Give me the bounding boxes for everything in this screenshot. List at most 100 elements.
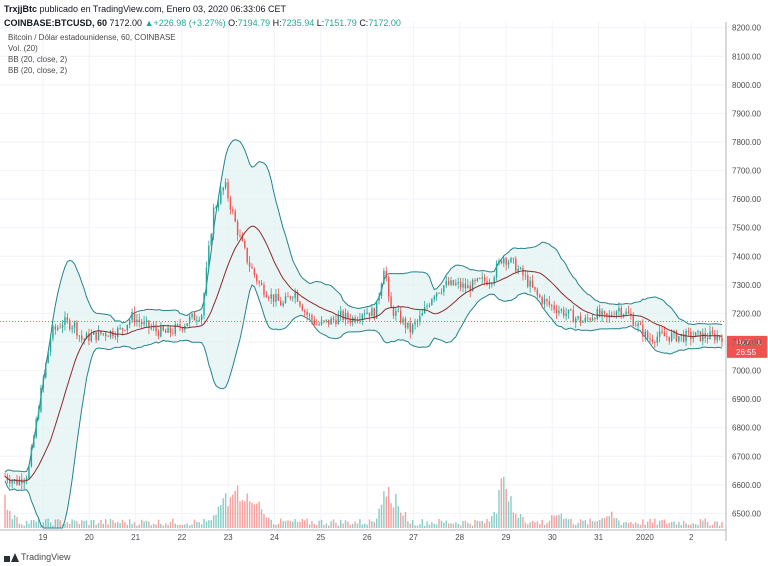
candle-body xyxy=(186,323,188,326)
candle-body xyxy=(191,313,193,317)
publisher-name[interactable]: TrxjjBtc xyxy=(4,4,38,14)
candle-body xyxy=(543,299,546,304)
candle-body xyxy=(402,318,404,323)
volume-bar xyxy=(682,521,685,528)
candle-body xyxy=(435,292,438,297)
volume-bar xyxy=(308,524,311,528)
candle-body xyxy=(289,296,292,299)
volume-bar xyxy=(680,525,682,528)
candle-body xyxy=(69,320,71,330)
candle-body xyxy=(340,310,342,316)
candle-body xyxy=(265,294,268,298)
candle-body xyxy=(140,321,143,325)
volume-bar xyxy=(462,520,464,528)
candle-body xyxy=(81,335,83,340)
candle-body xyxy=(275,294,277,302)
volume-bar xyxy=(181,524,184,528)
volume-bar xyxy=(85,520,88,528)
candle-body xyxy=(555,309,558,314)
volume-bar xyxy=(690,524,692,528)
series-title[interactable]: Bitcoin / Dólar estadounidense, 60, COIN… xyxy=(8,33,176,42)
time-tick-label: 28 xyxy=(455,533,464,542)
candle-body xyxy=(88,333,90,342)
volume-bar xyxy=(668,523,670,528)
candle-body xyxy=(572,310,575,323)
volume-bar xyxy=(687,524,690,528)
candle-body xyxy=(718,335,721,338)
volume-bar xyxy=(483,523,486,528)
candle-body xyxy=(224,182,227,188)
volume-bar xyxy=(591,521,594,528)
candle-body xyxy=(697,331,699,333)
candle-body xyxy=(236,221,239,236)
volume-bar xyxy=(45,519,47,528)
candle-body xyxy=(160,326,162,337)
candle-body xyxy=(476,278,479,281)
candle-body xyxy=(536,289,539,296)
volume-bar xyxy=(21,524,23,528)
candle-body xyxy=(481,277,483,279)
candle-body xyxy=(397,310,399,312)
volume-bar xyxy=(150,525,152,528)
candle-body xyxy=(294,291,296,298)
volume-bar xyxy=(435,524,438,528)
volume-bar xyxy=(646,521,649,528)
volume-bar xyxy=(531,520,534,528)
volume-bar xyxy=(152,523,155,528)
candle-body xyxy=(711,331,714,334)
volume-bar xyxy=(37,518,40,528)
candle-body xyxy=(637,323,639,326)
candle-body xyxy=(83,338,85,340)
time-tick-label: 25 xyxy=(316,533,325,542)
candle-body xyxy=(93,331,95,335)
bb-indicator-label-2[interactable]: BB (20, close, 2) xyxy=(8,66,68,75)
volume-bar xyxy=(515,513,517,528)
volume-bar xyxy=(306,518,308,528)
footer-brand[interactable]: TradingView xyxy=(4,552,71,562)
candle-body xyxy=(179,324,181,328)
volume-bar xyxy=(524,522,527,528)
volume-bar xyxy=(575,524,577,528)
volume-bar xyxy=(248,501,251,528)
candle-body xyxy=(440,292,443,293)
volume-bar xyxy=(622,522,625,528)
volume-bar xyxy=(558,514,560,528)
volume-bar xyxy=(474,519,476,528)
volume-bar xyxy=(392,507,395,528)
candle-body xyxy=(35,418,37,437)
candle-body xyxy=(102,333,105,335)
candle-body xyxy=(491,283,493,285)
volume-bar xyxy=(332,519,335,528)
volume-bar xyxy=(33,519,35,528)
symbol-label[interactable]: COINBASE:BTCUSD, 60 xyxy=(4,18,108,28)
candle-body xyxy=(598,309,601,316)
candle-body xyxy=(188,316,191,324)
high-label: H: xyxy=(272,18,282,28)
volume-bar xyxy=(603,518,606,528)
volume-bar xyxy=(421,519,423,528)
volume-bar xyxy=(16,517,18,528)
candle-body xyxy=(138,319,141,322)
volume-bar xyxy=(277,523,280,528)
volume-bar xyxy=(167,524,169,528)
candle-body xyxy=(634,325,637,327)
volume-bar xyxy=(215,514,217,528)
candle-body xyxy=(471,279,474,292)
candle-body xyxy=(651,339,654,343)
change-arrow-icon: ▲ xyxy=(144,18,154,28)
bb-indicator-label-1[interactable]: BB (20, close, 2) xyxy=(8,55,68,64)
candle-body xyxy=(152,326,155,328)
volume-bar xyxy=(471,525,474,528)
volume-bar xyxy=(57,519,59,528)
volume-bar xyxy=(584,520,587,528)
volume-bar xyxy=(323,524,325,528)
volume-indicator-label[interactable]: Vol. (20) xyxy=(8,44,38,53)
volume-bar xyxy=(543,524,546,528)
volume-bar xyxy=(234,490,236,528)
volume-bar xyxy=(560,513,563,528)
volume-bar xyxy=(210,520,212,528)
candle-body xyxy=(694,332,697,338)
candle-body xyxy=(392,307,395,316)
